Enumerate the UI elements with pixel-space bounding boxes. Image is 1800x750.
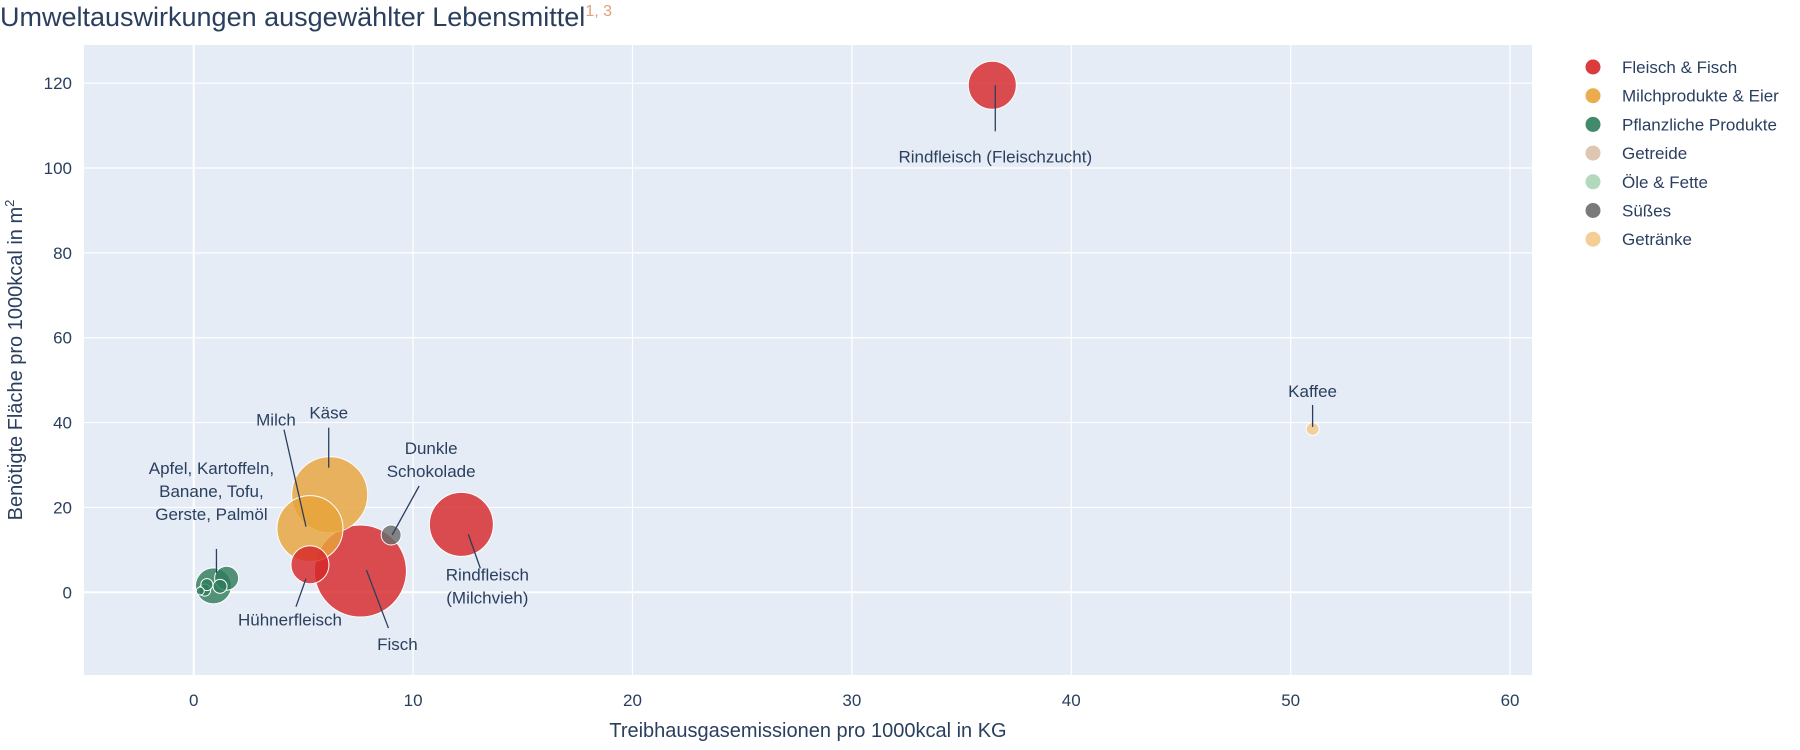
annotation-line: Milch: [256, 411, 296, 430]
legend-label: Getreide: [1622, 144, 1687, 163]
y-tick-label: 0: [63, 583, 72, 602]
annotation-arrow: [391, 485, 420, 536]
annotation-line: Fisch: [377, 635, 418, 654]
y-tick-label: 20: [53, 498, 72, 517]
y-axis-label-text: Benötigte Fläche pro 1000kcal in m: [5, 207, 27, 521]
legend-label: Fleisch & Fisch: [1622, 58, 1737, 77]
legend-item[interactable]: Öle & Fette: [1585, 173, 1708, 192]
annotation-label: Dunkle Schokolade: [387, 439, 476, 481]
legend-marker: [1585, 203, 1601, 218]
x-tick-label: 0: [189, 691, 198, 710]
x-tick-label: 10: [404, 691, 423, 710]
annotation-line: Rindfleisch (Fleischzucht): [898, 147, 1092, 166]
y-tick-label: 40: [53, 414, 72, 433]
markers: [194, 60, 1320, 618]
y-tick-label: 100: [44, 159, 72, 178]
legend-label: Pflanzliche Produkte: [1622, 115, 1777, 134]
annotation-line: Gerste, Palmöl: [155, 505, 267, 524]
axis-ticks: 0 10 20 30 40 50 60 0 20 40 60 80 100 120: [44, 74, 1520, 710]
legend-label: Öle & Fette: [1622, 173, 1708, 192]
x-tick-label: 20: [623, 691, 642, 710]
y-axis-label-sup: 2: [2, 200, 17, 207]
legend-marker: [1585, 145, 1601, 161]
y-axis-label: Benötigte Fläche pro 1000kcal in m2: [2, 200, 27, 521]
grid: [84, 45, 1532, 675]
x-tick-label: 60: [1501, 691, 1520, 710]
legend-item[interactable]: Süßes: [1585, 202, 1672, 221]
scatter-point[interactable]: [212, 578, 228, 594]
chart-title: Umweltauswirkungen ausgewählter Lebensmi…: [0, 2, 612, 33]
annotations: Rindfleisch (Fleischzucht) Kaffee Käse Milc…: [149, 85, 1337, 654]
annotation-label: Fisch: [377, 635, 418, 654]
annotation-label: Kaffee: [1288, 382, 1337, 401]
annotation-label: Rindfleisch (Milchvieh): [446, 565, 529, 607]
y-tick-label: 80: [53, 244, 72, 263]
annotation-label: Käse: [309, 404, 348, 423]
annotation-arrow: [295, 578, 307, 607]
annotation-arrow: [365, 569, 390, 629]
title-footnote-ref[interactable]: 1, 3: [585, 3, 612, 20]
legend-label: Getränke: [1622, 230, 1692, 249]
annotation-arrow: [467, 534, 481, 569]
annotation-line: Banane, Tofu,: [159, 482, 264, 501]
y-tick-label: 120: [44, 74, 72, 93]
legend-label: Süßes: [1622, 202, 1671, 221]
x-tick-label: 30: [842, 691, 861, 710]
scatter-point[interactable]: [290, 545, 330, 585]
annotation-arrow: [283, 429, 307, 527]
scatter-point[interactable]: [380, 524, 402, 546]
legend-item[interactable]: Milchprodukte & Eier: [1585, 87, 1780, 106]
legend-item[interactable]: Getränke: [1585, 230, 1692, 249]
annotation-line: Kaffee: [1288, 382, 1337, 401]
annotation-line: Dunkle: [405, 439, 458, 458]
annotation-line: Hühnerfleisch: [238, 611, 342, 630]
annotation-label: Milch: [256, 411, 296, 430]
legend-label: Milchprodukte & Eier: [1622, 87, 1779, 106]
annotation-line: Apfel, Kartoffeln,: [149, 459, 274, 478]
scatter-point[interactable]: [195, 586, 205, 596]
annotation-line: Rindfleisch: [446, 565, 529, 584]
x-tick-label: 40: [1062, 691, 1081, 710]
chart-title-text: Umweltauswirkungen ausgewählter Lebensmi…: [0, 2, 586, 32]
scatter-point[interactable]: [967, 60, 1017, 110]
annotation-label: Hühnerfleisch: [238, 611, 342, 630]
scatter-point[interactable]: [428, 491, 494, 557]
legend-marker: [1585, 59, 1601, 75]
legend-marker: [1585, 174, 1601, 190]
annotation-line: Käse: [309, 404, 348, 423]
x-tick-label: 50: [1281, 691, 1300, 710]
legend: Fleisch & Fisch Milchprodukte & Eier Pflan…: [1585, 58, 1780, 249]
legend-item[interactable]: Getreide: [1585, 144, 1688, 163]
annotation-label: Rindfleisch (Fleischzucht): [898, 147, 1092, 166]
legend-item[interactable]: Pflanzliche Produkte: [1585, 115, 1777, 134]
annotation-line: (Milchvieh): [446, 588, 528, 607]
y-tick-label: 60: [53, 329, 72, 348]
legend-item[interactable]: Fleisch & Fisch: [1585, 58, 1738, 77]
annotation-line: Schokolade: [387, 462, 476, 481]
legend-marker: [1585, 116, 1601, 132]
annotation-label: Apfel, Kartoffeln, Banane, Tofu, Gerste, P…: [149, 459, 274, 524]
legend-marker: [1585, 231, 1601, 247]
x-axis-label: Treibhausgasemissionen pro 1000kcal in K…: [609, 720, 1006, 742]
legend-marker: [1585, 88, 1601, 104]
scatter-point[interactable]: [200, 578, 214, 592]
